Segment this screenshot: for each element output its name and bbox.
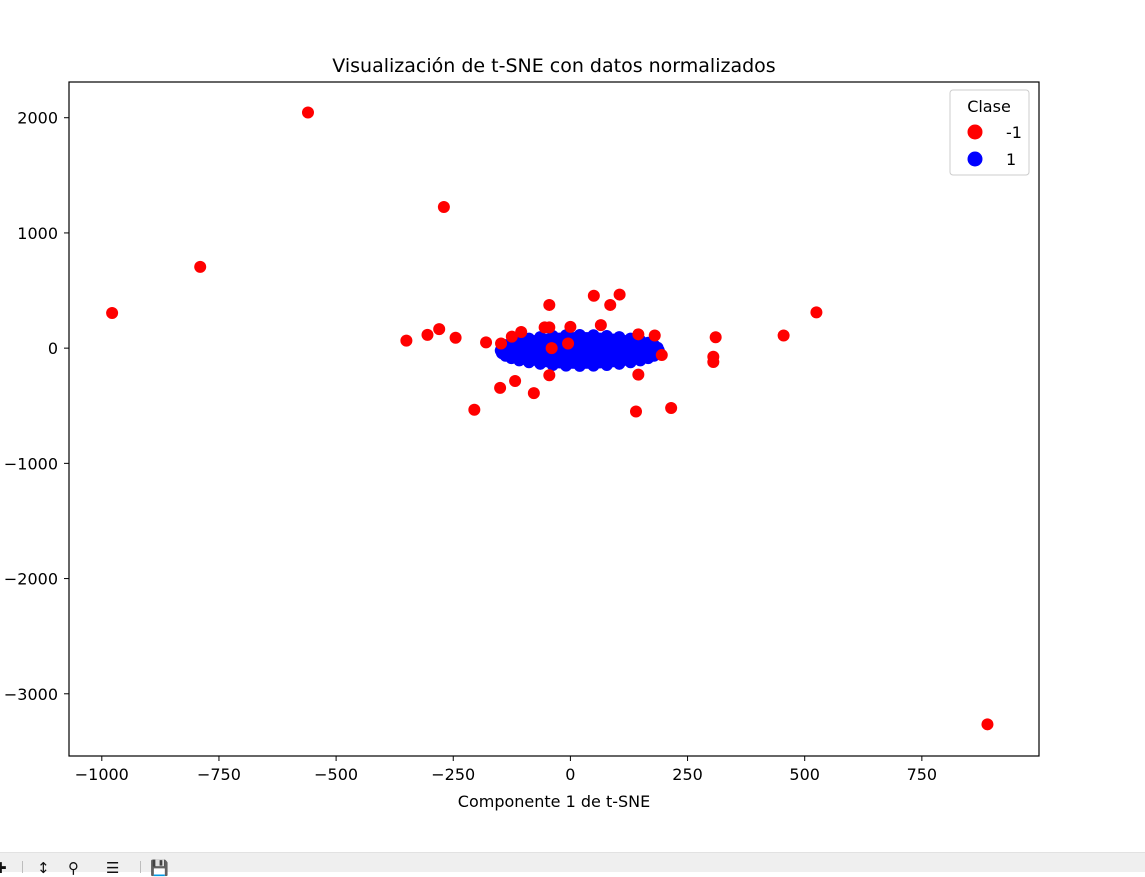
- series-1-point: [600, 358, 613, 371]
- series-1-point: [634, 354, 647, 367]
- series-1-point: [600, 329, 613, 342]
- zoom-icon[interactable]: ⚲: [68, 859, 79, 877]
- series-1-point: [573, 329, 586, 342]
- legend: Clase -1 1: [949, 89, 1030, 176]
- configure-icon[interactable]: ☰: [106, 859, 120, 877]
- legend-marker-neg1: [967, 124, 983, 140]
- series-1-point: [613, 331, 626, 344]
- y-tick-label: −2000: [4, 570, 58, 589]
- y-tick-label: 0: [48, 339, 58, 358]
- series-neg1-point: [630, 405, 643, 418]
- x-tick-label: −1000: [75, 765, 129, 784]
- y-tick-label: −1000: [4, 454, 58, 473]
- series-1-point: [522, 356, 535, 369]
- series-neg1-point: [655, 349, 668, 362]
- series-neg1-point: [545, 342, 558, 355]
- series-neg1-point: [707, 355, 720, 368]
- y-tick-label: −3000: [4, 685, 58, 704]
- series-1-point: [546, 358, 559, 371]
- x-tick-label: −500: [314, 765, 358, 784]
- series-1-point: [534, 357, 547, 370]
- series-1-point: [587, 329, 600, 342]
- legend-label-neg1: -1: [1006, 123, 1022, 142]
- series-neg1-point: [665, 402, 678, 415]
- series-neg1-point: [810, 306, 823, 319]
- series-neg1-point: [587, 289, 600, 302]
- series-neg1-point: [437, 201, 450, 214]
- series-neg1-point: [433, 323, 446, 336]
- series-neg1-point: [421, 328, 434, 341]
- series-1-point: [534, 331, 547, 344]
- series-1-point: [560, 359, 573, 372]
- series-1-point: [587, 359, 600, 372]
- series-neg1-point: [562, 337, 575, 350]
- series-neg1-point: [515, 326, 528, 339]
- series-neg1-point: [527, 387, 540, 400]
- x-tick-label: 0: [565, 765, 575, 784]
- series-neg1-point: [613, 288, 626, 301]
- legend-marker-1: [967, 151, 983, 167]
- series-neg1-point: [648, 329, 661, 342]
- series-1-point: [573, 359, 586, 372]
- move-icon[interactable]: ↕: [37, 859, 50, 877]
- legend-label-1: 1: [1006, 150, 1016, 169]
- series-neg1-point: [543, 321, 556, 334]
- toolbar-separator: [140, 861, 141, 873]
- series-neg1-point: [604, 298, 617, 311]
- series-neg1-point: [777, 329, 790, 342]
- series-neg1-point: [709, 331, 722, 344]
- series-neg1-point: [106, 307, 119, 320]
- series-neg1-point: [981, 718, 994, 731]
- series-neg1-point: [494, 381, 507, 394]
- series-neg1-point: [594, 319, 607, 332]
- series-neg1-points: [106, 106, 994, 731]
- plot-area-frame: [68, 81, 1040, 757]
- series-neg1-point: [632, 328, 645, 341]
- x-tick-label: 500: [789, 765, 820, 784]
- matplotlib-toolbar: ✚ ↕ ⚲ ☰ 💾: [0, 852, 1145, 877]
- series-neg1-point: [543, 369, 556, 382]
- save-icon[interactable]: 💾: [150, 859, 169, 877]
- x-tick-label: −250: [431, 765, 475, 784]
- x-tick-label: 750: [907, 765, 938, 784]
- series-neg1-point: [564, 320, 577, 333]
- series-1-point: [613, 357, 626, 370]
- chart-figure: Visualización de t-SNE con datos normali…: [4, 55, 1040, 811]
- series-neg1-point: [301, 106, 314, 119]
- series-neg1-point: [509, 374, 522, 387]
- x-tick-label: 250: [672, 765, 703, 784]
- pan-icon[interactable]: ✚: [0, 859, 7, 877]
- series-1-point: [624, 356, 637, 369]
- series-neg1-point: [194, 260, 207, 273]
- y-tick-label: 2000: [17, 109, 58, 128]
- x-axis: −1000 −750 −500 −250 0 250 500 750: [75, 756, 937, 784]
- series-neg1-point: [468, 403, 481, 416]
- toolbar-separator: [22, 861, 23, 873]
- chart-title: Visualización de t-SNE con datos normali…: [332, 55, 775, 77]
- series-neg1-point: [632, 368, 645, 381]
- y-tick-label: 1000: [17, 224, 58, 243]
- series-neg1-point: [400, 334, 413, 347]
- series-neg1-point: [495, 337, 508, 350]
- x-axis-label: Componente 1 de t-SNE: [458, 792, 650, 811]
- series-neg1-point: [449, 331, 462, 344]
- legend-title: Clase: [967, 97, 1011, 116]
- y-axis: −3000 −2000 −1000 0 1000 2000: [4, 109, 69, 704]
- series-neg1-point: [543, 298, 556, 311]
- series-neg1-point: [505, 330, 518, 343]
- x-tick-label: −750: [197, 765, 241, 784]
- series-neg1-point: [480, 336, 493, 349]
